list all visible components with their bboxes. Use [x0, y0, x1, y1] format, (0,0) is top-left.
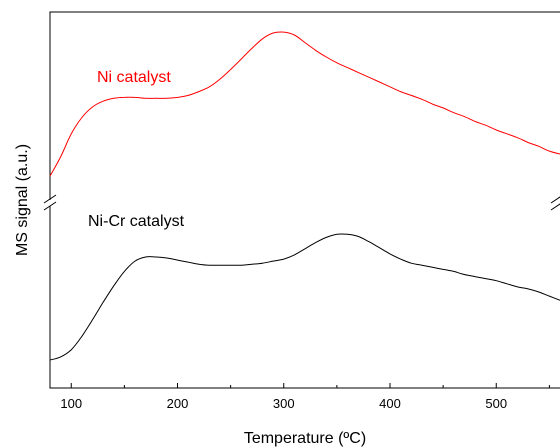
series-line-1 — [49, 233, 560, 361]
series-label-ni: Ni catalyst — [97, 69, 171, 86]
x-tick-label-300: 300 — [273, 396, 295, 411]
series-lines — [49, 31, 560, 361]
x-tick-label-500: 500 — [485, 396, 507, 411]
axis-break-left — [43, 194, 57, 211]
axis-break-gap — [553, 200, 560, 206]
x-tick-label-400: 400 — [379, 396, 401, 411]
axis-break-mark-lower — [550, 203, 560, 211]
x-tick-label-100: 100 — [60, 396, 82, 411]
axis-break-mark-upper — [550, 196, 560, 204]
x-tick-label-200: 200 — [167, 396, 189, 411]
axis-break-gap — [46, 200, 54, 206]
axis-break-right — [550, 196, 560, 211]
axis-break-mark-upper — [43, 194, 57, 204]
x-axis-title: Temperature (ºC) — [244, 430, 366, 447]
x-ticks: 100 200 300 400 500 — [60, 383, 550, 411]
series-label-ni-cr: Ni-Cr catalyst — [88, 213, 185, 230]
y-axis-title: MS signal (a.u.) — [14, 144, 31, 256]
series-line-0 — [49, 31, 560, 177]
axis-break-mark-lower — [43, 201, 57, 211]
